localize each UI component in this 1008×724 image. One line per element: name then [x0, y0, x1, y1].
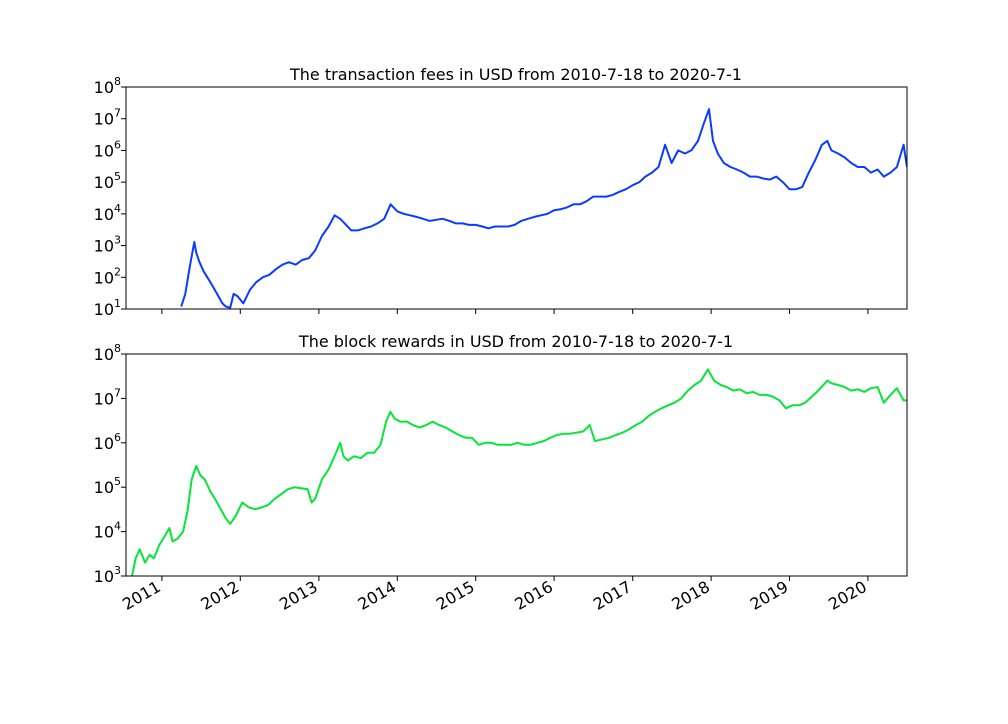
y-tick-label: 107	[94, 107, 121, 129]
y-tick-exponent: 5	[114, 170, 121, 183]
axes-frame	[125, 353, 908, 577]
y-tick-label: 108	[94, 75, 121, 97]
series-line	[131, 368, 907, 576]
y-tick-label: 104	[94, 520, 121, 542]
y-tick-label: 105	[94, 170, 121, 192]
y-tick-exponent: 2	[114, 265, 121, 278]
y-tick-label: 101	[94, 297, 121, 319]
y-tick-base: 10	[94, 478, 114, 497]
y-tick-exponent: 8	[114, 75, 121, 88]
series-line	[180, 108, 907, 309]
y-tick-label: 106	[94, 431, 121, 453]
y-tick-label: 106	[94, 138, 121, 160]
y-tick-base: 10	[94, 237, 114, 256]
y-tick-base: 10	[94, 173, 114, 192]
y-tick-exponent: 5	[114, 475, 121, 488]
y-tick-exponent: 7	[114, 386, 121, 399]
y-tick-base: 10	[94, 205, 114, 224]
y-tick-exponent: 1	[114, 297, 121, 310]
y-tick-exponent: 8	[114, 342, 121, 355]
y-tick-exponent: 3	[114, 564, 121, 577]
y-tick-exponent: 3	[114, 234, 121, 247]
y-tick-base: 10	[94, 141, 114, 160]
y-tick-base: 10	[94, 345, 114, 364]
y-tick-label: 105	[94, 475, 121, 497]
y-tick-base: 10	[94, 78, 114, 97]
chart-title: The transaction fees in USD from 2010-7-…	[289, 65, 742, 84]
y-tick-base: 10	[94, 268, 114, 287]
plot-area	[180, 108, 907, 309]
y-tick-exponent: 4	[114, 520, 121, 533]
y-tick-base: 10	[94, 567, 114, 586]
y-tick-label: 103	[94, 564, 121, 586]
y-tick-exponent: 6	[114, 138, 121, 151]
axes-frame	[125, 86, 908, 310]
y-tick-label: 108	[94, 342, 121, 364]
x-axis	[161, 309, 869, 314]
y-tick-exponent: 7	[114, 107, 121, 120]
transaction-fees-chart: The transaction fees in USD from 2010-7-…	[94, 65, 908, 319]
chart-title: The block rewards in USD from 2010-7-18 …	[298, 332, 733, 351]
y-tick-label: 103	[94, 234, 121, 256]
y-tick-exponent: 4	[114, 202, 121, 215]
y-tick-base: 10	[94, 389, 114, 408]
y-tick-base: 10	[94, 300, 114, 319]
y-tick-exponent: 6	[114, 431, 121, 444]
y-tick-label: 104	[94, 202, 121, 224]
y-tick-label: 102	[94, 265, 121, 287]
plot-area	[131, 368, 907, 576]
y-tick-base: 10	[94, 110, 114, 129]
y-tick-label: 107	[94, 386, 121, 408]
y-tick-base: 10	[94, 523, 114, 542]
y-tick-base: 10	[94, 434, 114, 453]
